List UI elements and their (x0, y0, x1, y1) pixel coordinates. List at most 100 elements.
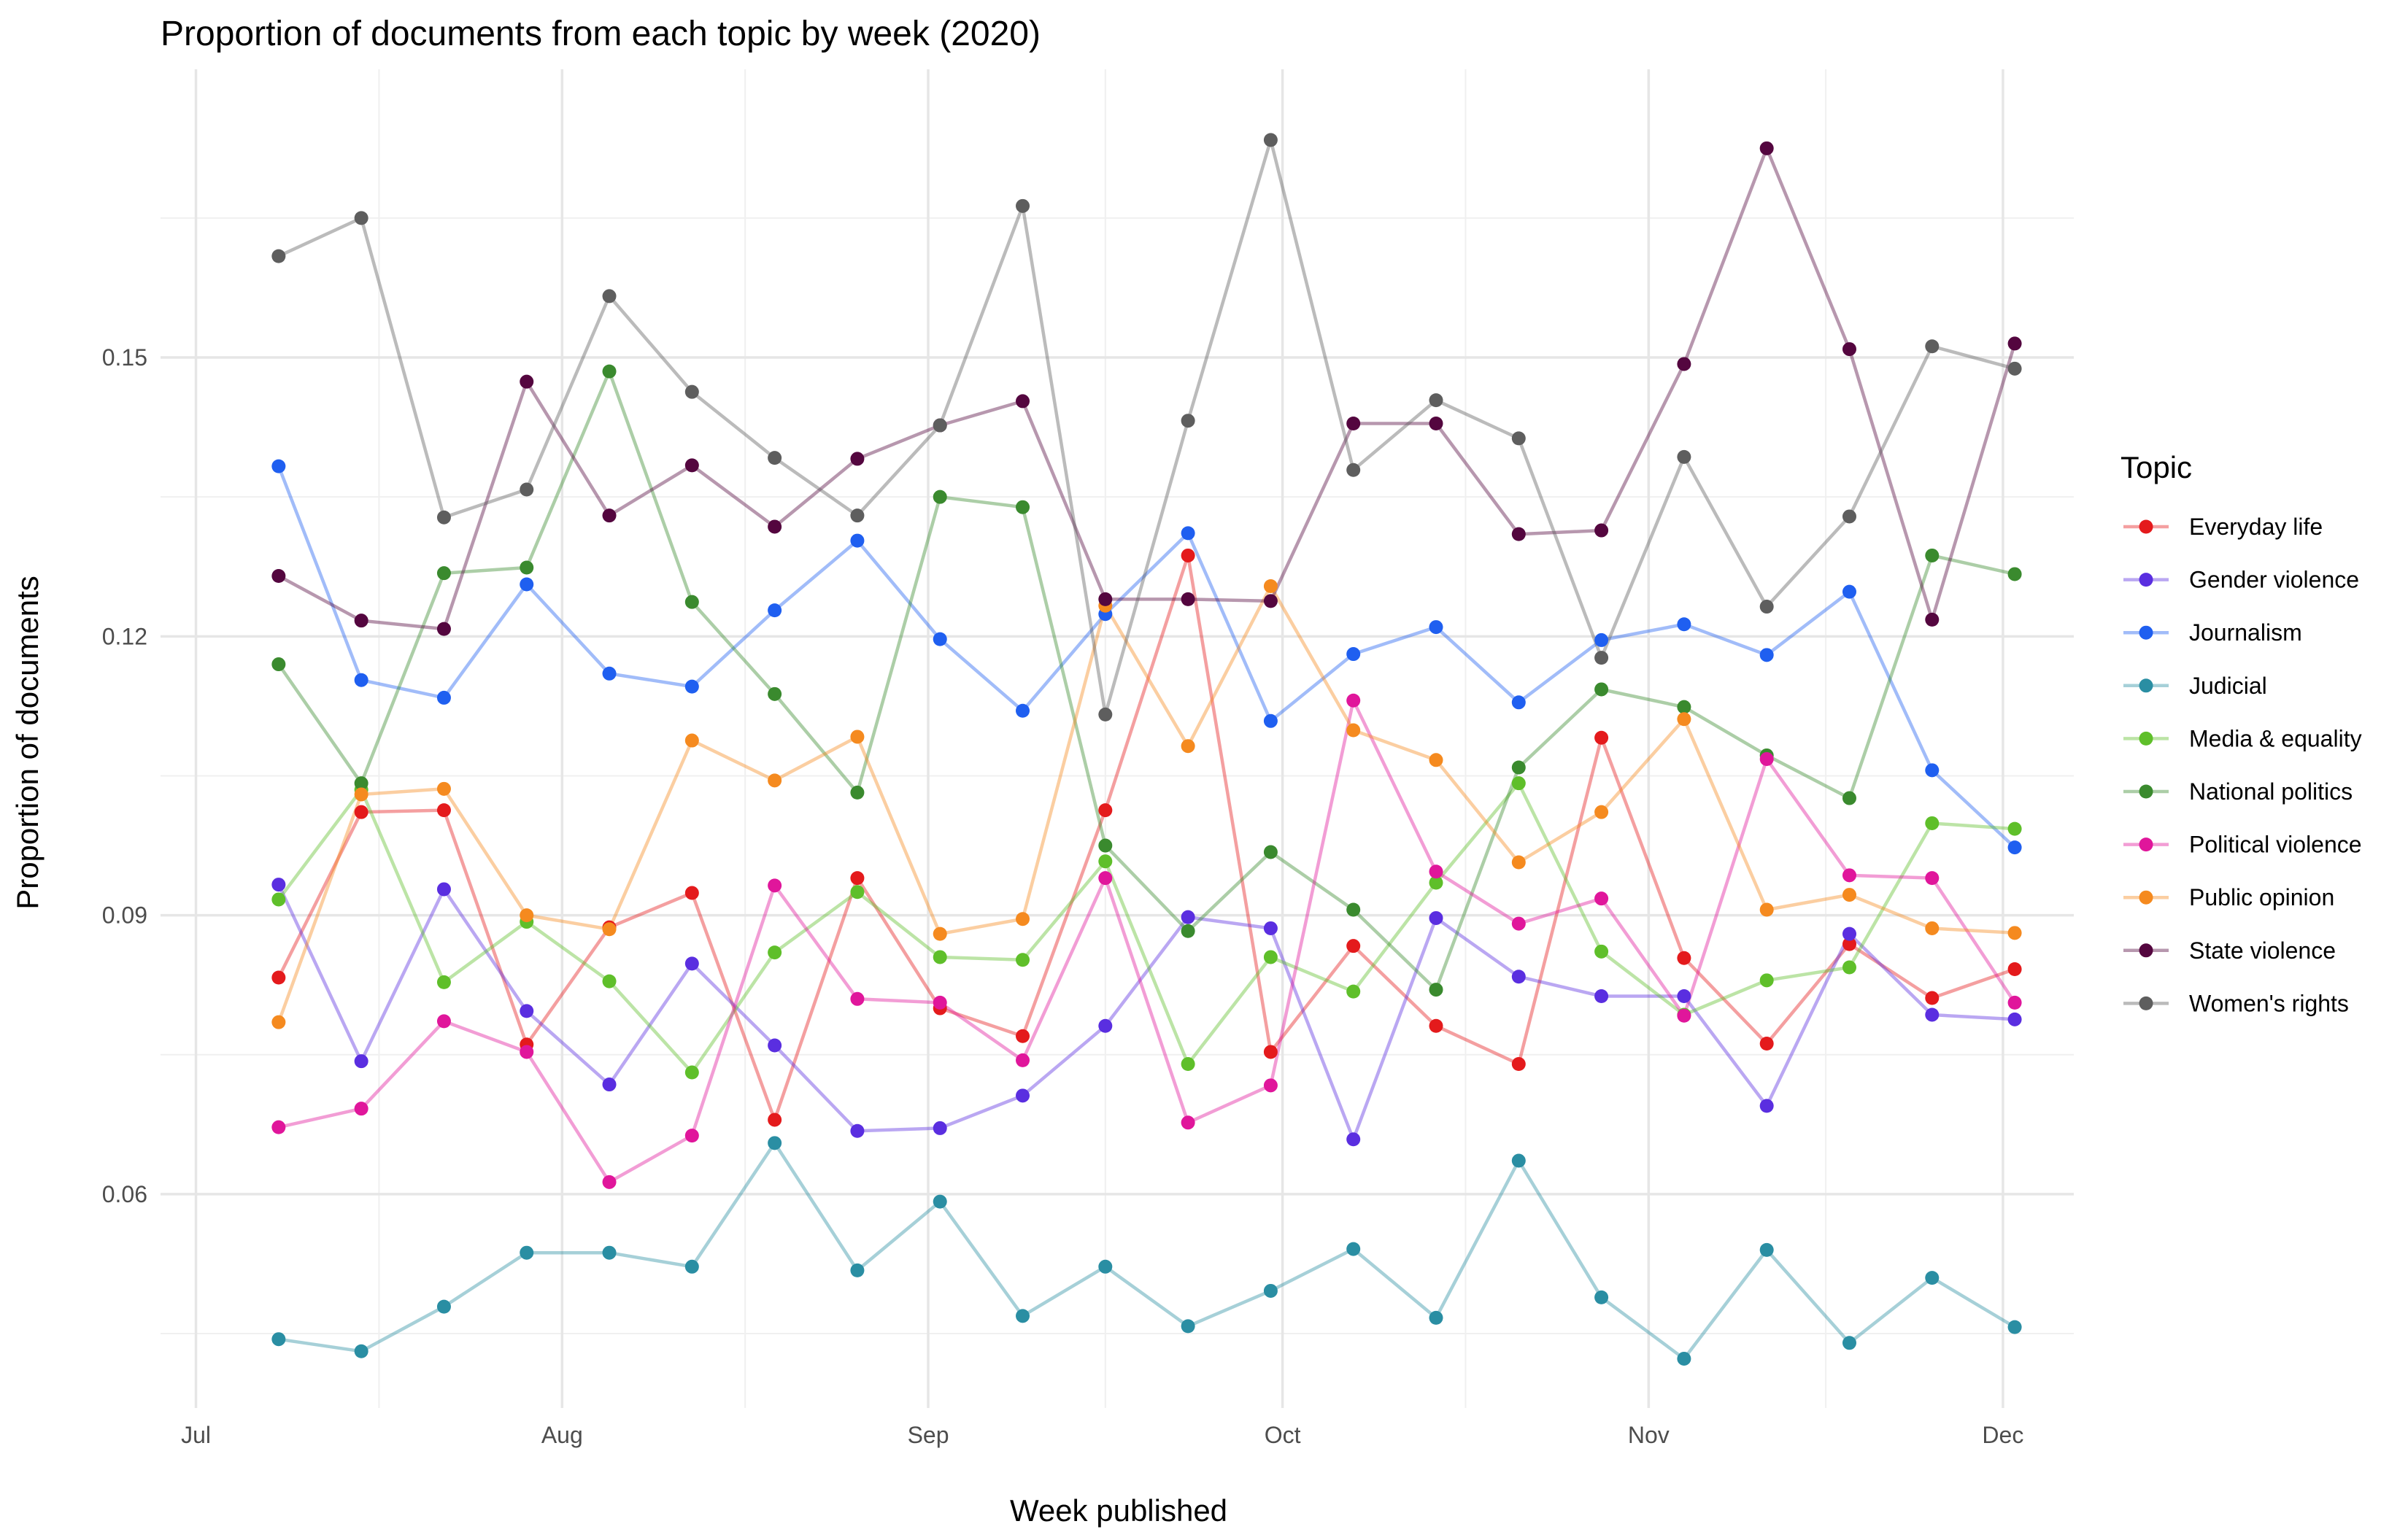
data-point (436, 781, 451, 796)
legend-item: National politics (2123, 778, 2353, 805)
y-tick-label: 0.12 (102, 623, 147, 649)
data-point (1016, 1053, 1030, 1067)
data-point (354, 614, 368, 628)
x-tick-label: Oct (1265, 1422, 1301, 1448)
legend-key-point (2139, 837, 2153, 852)
data-point (1181, 526, 1195, 541)
data-point (602, 1245, 617, 1260)
legend-label: National politics (2189, 778, 2353, 805)
data-point (1842, 888, 1856, 902)
data-point (1594, 682, 1609, 697)
data-point (271, 878, 286, 892)
data-point (1677, 951, 1691, 965)
legend-key-point (2139, 943, 2153, 958)
data-point (520, 577, 534, 592)
legend-label: Media & equality (2189, 725, 2362, 751)
data-point (684, 1129, 699, 1143)
data-point (768, 1136, 782, 1150)
data-point (436, 622, 451, 636)
x-tick-label: Sep (908, 1422, 949, 1448)
data-point (1759, 752, 1774, 767)
data-point (1759, 1036, 1774, 1051)
data-point (2007, 1320, 2022, 1334)
data-point (436, 690, 451, 705)
data-point (1263, 1078, 1278, 1093)
data-point (354, 673, 368, 687)
data-point (271, 970, 286, 985)
series-line (277, 781, 2015, 1075)
data-point (684, 1065, 699, 1080)
data-point (1263, 1045, 1278, 1059)
legend-label: State violence (2189, 937, 2336, 964)
data-point (1429, 875, 1443, 890)
data-point (1759, 973, 1774, 988)
data-point (1429, 910, 1443, 925)
data-point (1346, 417, 1361, 431)
data-point (768, 451, 782, 465)
data-point (1098, 1259, 1113, 1274)
y-tick-label: 0.09 (102, 902, 147, 929)
data-point (1594, 891, 1609, 906)
data-point (1098, 838, 1113, 853)
data-point (1677, 617, 1691, 632)
data-point (684, 595, 699, 609)
data-point (271, 1015, 286, 1029)
data-point (271, 568, 286, 583)
data-point (602, 289, 617, 303)
legend-title: Topic (2120, 450, 2192, 484)
series-lines (277, 138, 2017, 1361)
major-gridlines (161, 69, 2074, 1408)
legend-label: Journalism (2189, 619, 2302, 646)
series-points (271, 133, 2022, 1366)
data-point (1842, 960, 1856, 975)
x-axis-title: Week published (1010, 1493, 1227, 1528)
data-point (602, 1175, 617, 1189)
series-line (277, 883, 2015, 1141)
data-point (1181, 1057, 1195, 1072)
data-point (850, 508, 865, 523)
data-point (1511, 916, 1526, 931)
legend-item: Journalism (2123, 619, 2302, 646)
data-point (1677, 1008, 1691, 1023)
data-point (1429, 417, 1443, 431)
data-point (354, 1344, 368, 1358)
data-point (1098, 1018, 1113, 1033)
legend-label: Public opinion (2189, 884, 2334, 910)
data-point (1098, 707, 1113, 721)
x-tick-label: Nov (1628, 1422, 1670, 1448)
legend-label: Judicial (2189, 673, 2267, 699)
data-point (1511, 527, 1526, 541)
data-point (2007, 821, 2022, 836)
data-point (1429, 753, 1443, 767)
legend-item: Gender violence (2123, 567, 2359, 593)
data-point (1016, 953, 1030, 967)
data-point (1842, 342, 1856, 357)
data-point (850, 871, 865, 886)
data-point (436, 566, 451, 581)
data-point (1429, 864, 1443, 879)
data-point (602, 364, 617, 379)
series-line (277, 584, 2015, 1023)
legend-item: State violence (2123, 937, 2336, 964)
legend-key-point (2139, 573, 2153, 587)
data-point (1842, 868, 1856, 883)
data-point (1429, 1310, 1443, 1325)
data-point (1016, 394, 1030, 409)
data-point (602, 508, 617, 523)
data-point (2007, 995, 2022, 1010)
data-point (1925, 1007, 1940, 1022)
data-point (1594, 730, 1609, 745)
data-point (1677, 1351, 1691, 1366)
legend-label: Political violence (2189, 832, 2362, 858)
data-point (1511, 776, 1526, 791)
data-point (1594, 1290, 1609, 1304)
data-point (933, 490, 947, 504)
legend-key-point (2139, 519, 2153, 534)
data-point (602, 1078, 617, 1092)
data-point (1263, 594, 1278, 608)
data-point (354, 805, 368, 819)
data-point (520, 374, 534, 389)
data-point (1594, 944, 1609, 959)
data-point (850, 730, 865, 744)
data-point (520, 908, 534, 923)
